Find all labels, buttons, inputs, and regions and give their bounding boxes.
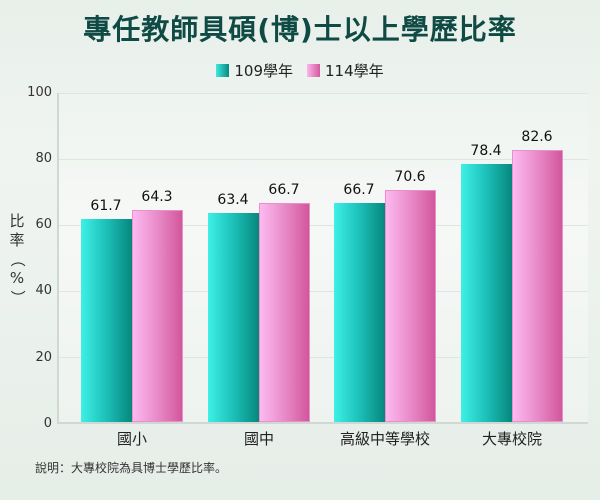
value-label: 82.6 — [521, 129, 553, 145]
footnote: 說明：大專校院為具博士學歷比率。 — [35, 461, 228, 475]
gridline — [59, 159, 588, 160]
bar-114-junior-high[interactable] — [259, 203, 310, 422]
value-label: 63.4 — [217, 192, 249, 208]
legend-item-109: 109學年 — [216, 60, 293, 81]
y-tick: 80 — [35, 151, 52, 166]
bar-114-senior-high[interactable] — [385, 190, 436, 422]
value-label: 64.3 — [141, 189, 173, 205]
y-axis-label-char: % — [9, 269, 25, 287]
x-tick-label: 國中 — [243, 430, 274, 448]
bar-114-elementary[interactable] — [132, 210, 183, 422]
legend-swatch-pink — [307, 64, 320, 77]
gridline — [59, 291, 588, 292]
y-axis-label-char: （ — [8, 251, 27, 267]
bar-109-senior-high[interactable] — [334, 203, 385, 422]
bar-109-elementary[interactable] — [81, 219, 132, 422]
y-tick: 40 — [35, 283, 52, 298]
x-tick-label: 高級中等學校 — [339, 430, 430, 448]
y-axis-label: 比 率 （ % ） — [8, 212, 27, 307]
x-tick-label: 大專校院 — [481, 430, 542, 448]
legend: 109學年 114學年 — [0, 60, 600, 81]
y-tick: 60 — [35, 217, 52, 232]
legend-label: 109學年 — [234, 62, 293, 80]
legend-swatch-teal — [216, 64, 230, 77]
value-label: 78.4 — [470, 143, 502, 159]
y-axis-label-char: 比 — [9, 212, 25, 230]
bar-109-university[interactable] — [461, 164, 512, 422]
value-label: 66.7 — [343, 182, 375, 198]
bar-109-junior-high[interactable] — [208, 213, 259, 422]
y-tick: 0 — [43, 416, 52, 431]
y-tick: 20 — [35, 350, 52, 365]
legend-item-114: 114學年 — [307, 60, 384, 81]
value-label: 61.7 — [90, 198, 122, 214]
y-axis-label-char: 率 — [9, 231, 25, 249]
gridline — [59, 225, 588, 226]
value-label: 70.6 — [394, 169, 426, 185]
x-tick-label: 國小 — [116, 430, 147, 448]
gridline — [59, 93, 588, 94]
value-label: 66.7 — [268, 182, 300, 198]
legend-label: 114學年 — [325, 62, 384, 80]
gridline — [59, 357, 588, 358]
y-tick: 100 — [27, 85, 52, 100]
chart-title: 專任教師具碩(博)士以上學歷比率 — [83, 13, 517, 46]
plot-area: 61.7 64.3 63.4 66.7 66.7 70.6 78.4 82.6 — [57, 93, 588, 424]
bar-114-university[interactable] — [512, 150, 563, 422]
